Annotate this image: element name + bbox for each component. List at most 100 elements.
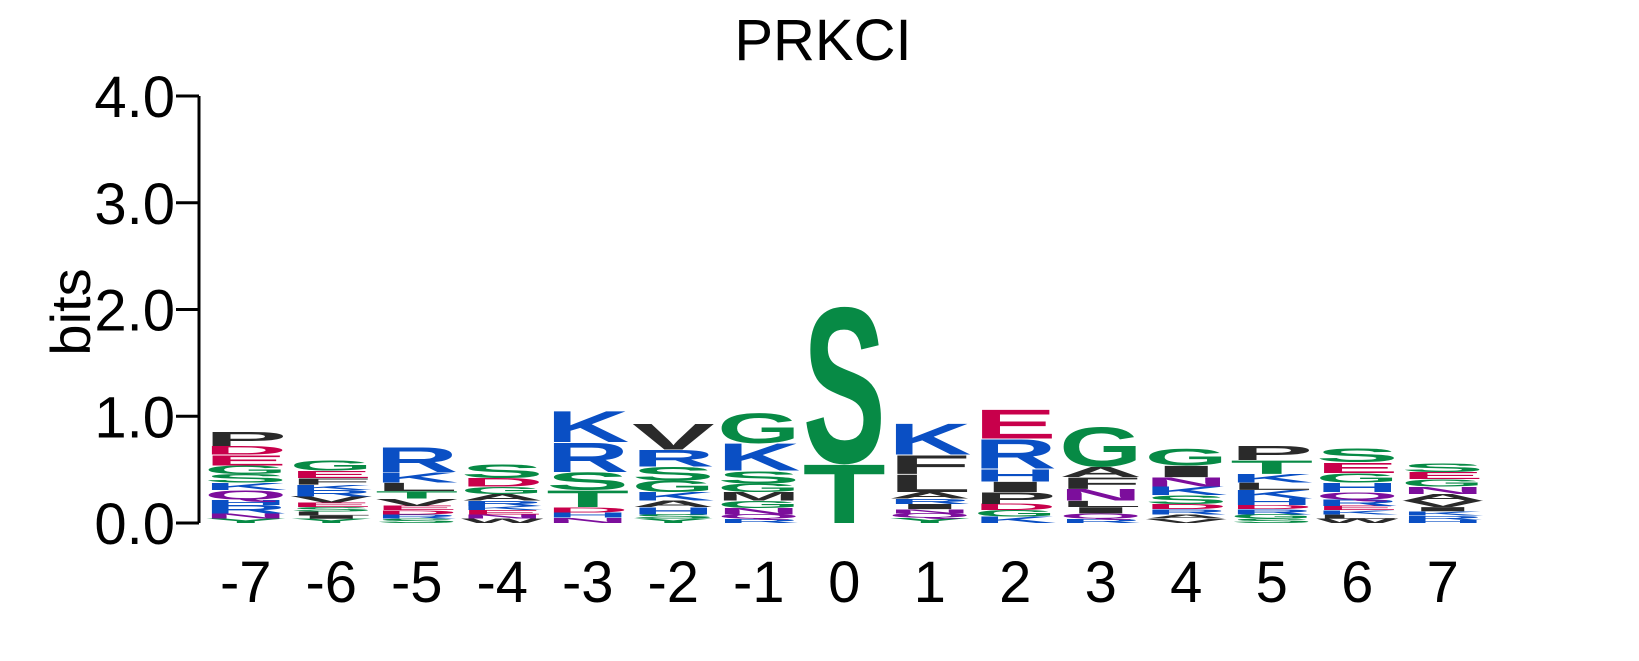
logo-letter: V (290, 495, 373, 505)
logo-letter: K (290, 483, 373, 491)
logo-letter: N (1401, 485, 1484, 497)
logo-letter: R (461, 499, 544, 507)
logo-letter: A (888, 490, 971, 500)
x-tick-label: 6 (1341, 550, 1373, 615)
logo-letter: R (290, 488, 373, 498)
logo-letter: H (1401, 519, 1484, 524)
logo-letter: P (974, 489, 1057, 507)
y-tick-label: 0.0 (94, 492, 175, 557)
x-tick-label: -7 (220, 550, 272, 615)
logo-letter: R (1316, 498, 1399, 508)
logo-letter: H (974, 466, 1057, 486)
logo-letter: H (1230, 497, 1313, 507)
logo-letter: K (204, 481, 287, 493)
logo-letter: G (717, 499, 800, 511)
logo-letter: R (974, 432, 1057, 478)
x-tick-label: 1 (914, 550, 946, 615)
logo-letter: D (461, 476, 544, 489)
logo-letter: W (1316, 518, 1399, 525)
logo-letter: N (546, 516, 629, 524)
logo-letter: D (1230, 504, 1313, 511)
logo-letter: S (1401, 461, 1484, 474)
logo-letter: E (461, 509, 544, 516)
logo-letter: G (1059, 416, 1142, 479)
logo-letter: I (1401, 506, 1484, 513)
logo-letter: S (290, 506, 373, 513)
logo-letter: S (803, 262, 886, 510)
logo-letter: E (974, 401, 1057, 448)
logo-letter: S (204, 472, 287, 485)
logo-letter: Q (1059, 512, 1142, 520)
logo-stacks: YNRHQKSGEDPYILSEVRKFEGSRDEVTLKRWNEKRAGDS… (204, 262, 1484, 541)
logo-letter: G (290, 457, 373, 474)
logo-letter: L (1230, 481, 1313, 493)
logo-letter: K (717, 436, 800, 479)
logo-letter: K (546, 402, 629, 452)
y-tick-label: 2.0 (94, 279, 175, 344)
logo-letter: G (717, 404, 800, 452)
logo-letter: I (1145, 462, 1228, 480)
x-tick-label: -1 (733, 550, 785, 615)
logo-letter: K (1401, 510, 1484, 517)
y-axis: 0.0 1.0 2.0 3.0 4.0 (94, 65, 201, 557)
logo-letter: E (1316, 505, 1399, 512)
logo-letter: I (888, 502, 971, 510)
logo-letter: N (888, 508, 971, 515)
logo-letter: V (632, 416, 715, 457)
logo-letter: V (1145, 518, 1228, 525)
logo-letter: R (632, 445, 715, 472)
logo-letter: D (1145, 502, 1228, 510)
logo-letter: G (461, 485, 544, 497)
logo-letter: I (974, 479, 1057, 496)
logo-letter: A (1145, 513, 1228, 520)
x-tick-label: -6 (305, 550, 357, 615)
logo-letter: E (204, 452, 287, 469)
logo-letter: K (461, 505, 544, 512)
logo-letter: G (632, 478, 715, 496)
logo-letter: L (1316, 513, 1399, 520)
x-tick-label: 4 (1170, 550, 1202, 615)
logo-letter: S (1230, 518, 1313, 525)
logo-letter: N (461, 513, 544, 520)
logo-letter: E (290, 469, 373, 481)
logo-letter: I (1059, 505, 1142, 515)
logo-letter: H (546, 511, 629, 519)
logo-letter: K (632, 490, 715, 503)
logo-letter: D (375, 509, 458, 516)
y-tick-label: 3.0 (94, 172, 175, 237)
logo-letter: S (717, 467, 800, 487)
logo-letter: G (974, 509, 1057, 519)
x-tick-label: -4 (476, 550, 528, 615)
logo-letter: G (1316, 471, 1399, 486)
logo-letter: K (375, 469, 458, 485)
logo-letter: R (888, 497, 971, 505)
logo-letter: R (1401, 514, 1484, 521)
logo-letter: E (1316, 459, 1399, 476)
logo-letter: K (888, 415, 971, 465)
x-tick-label: -2 (647, 550, 699, 615)
logo-letter: H (204, 498, 287, 506)
logo-letter: Y (290, 518, 373, 525)
logo-letter: R (546, 435, 629, 481)
logo-letter: V (375, 496, 458, 508)
x-tick-label: 5 (1256, 550, 1288, 615)
logo-letter: H (1316, 480, 1399, 495)
y-tick-label: 4.0 (94, 65, 175, 130)
logo-letter: S (1145, 493, 1228, 506)
logo-letter: Q (888, 512, 971, 519)
x-tick-label: -5 (391, 550, 443, 615)
logo-letter: E (375, 505, 458, 512)
logo-letter: V (1401, 499, 1484, 509)
logo-letter: D (204, 444, 287, 457)
logo-letter: K (1145, 485, 1228, 498)
logo-letter: N (717, 506, 800, 516)
logo-letter: D (974, 502, 1057, 512)
